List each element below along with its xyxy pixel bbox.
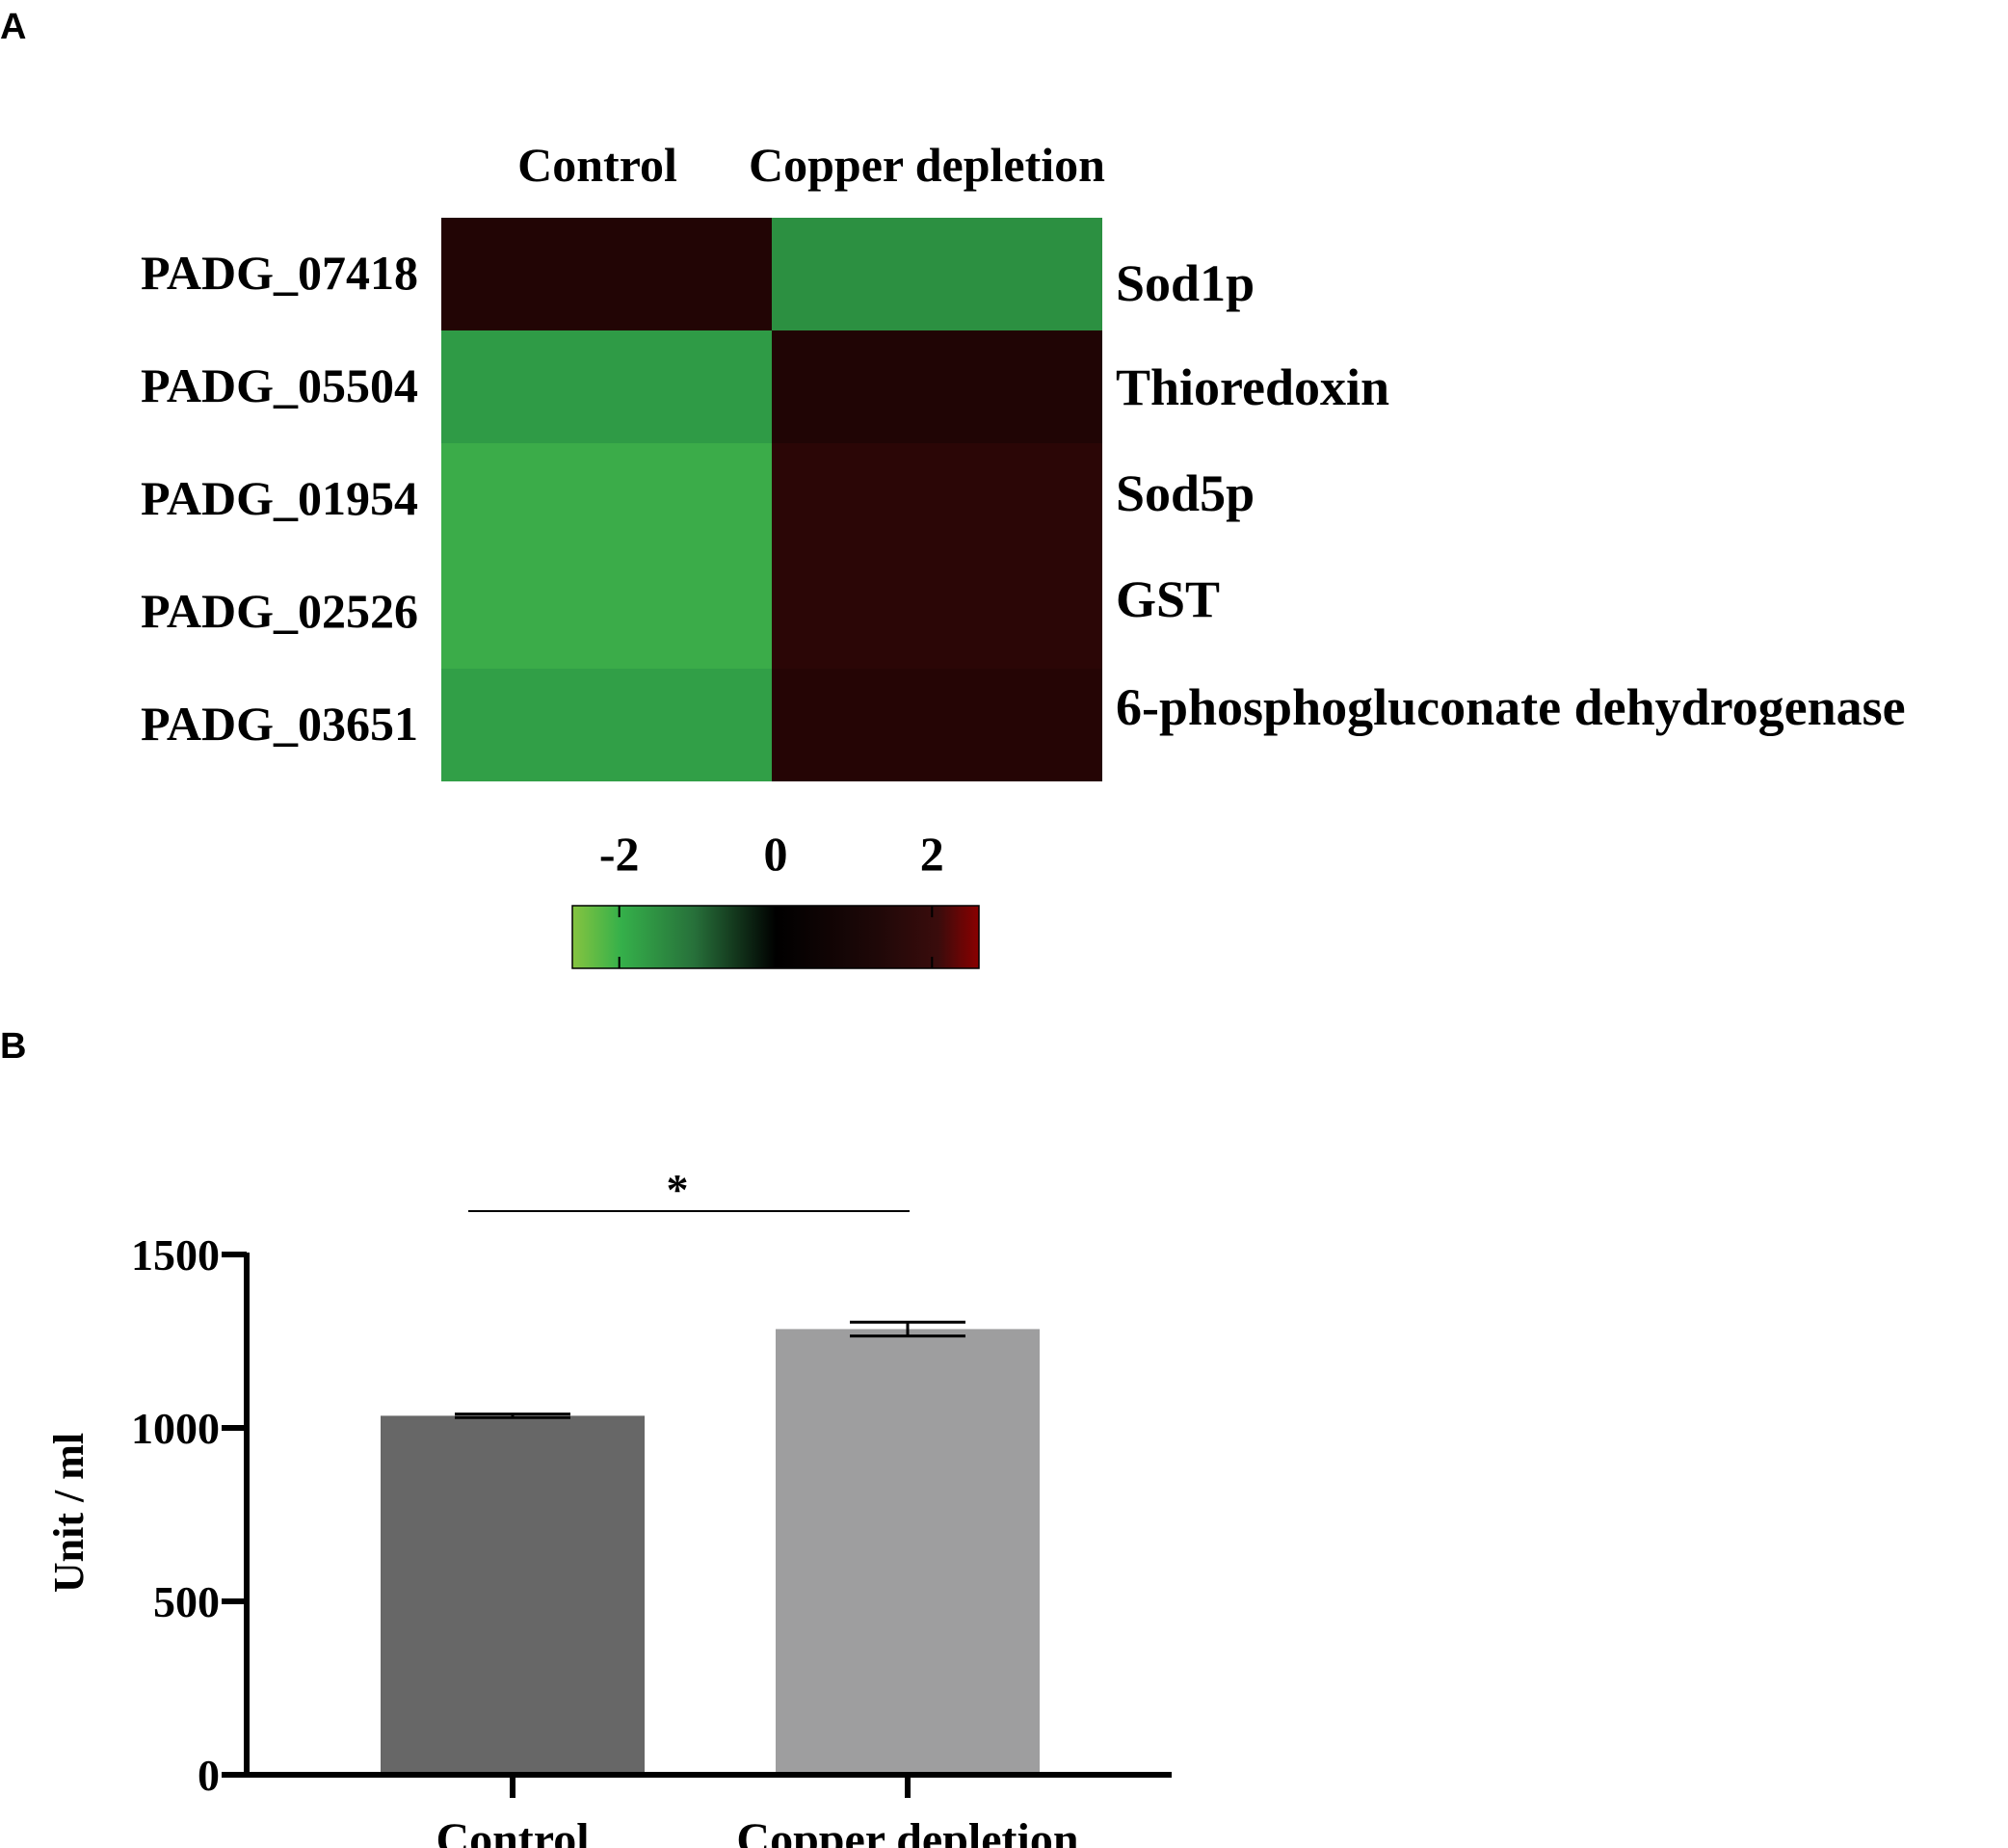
- x-tick-label: Copper depletion: [736, 1814, 1078, 1848]
- panel-label-b: B: [0, 1026, 26, 1067]
- bar-chart: 0 500 1000 1500 Control Copper depletion Uni…: [45, 1165, 1172, 1848]
- heatmap-column-labels: Control Copper depletion: [517, 138, 1105, 192]
- heatmap-row-annotation: 6-phosphogluconate dehydrogenase: [1116, 678, 1906, 736]
- heatmap-cell: [441, 330, 772, 443]
- color-scale-tick-label: -2: [599, 827, 640, 881]
- heatmap-column-label: Control: [517, 138, 677, 192]
- color-scale-tick-label: 2: [920, 827, 944, 881]
- heatmap-cells: [441, 218, 1102, 781]
- significance-star: *: [667, 1165, 689, 1214]
- bar: [776, 1329, 1040, 1775]
- x-tick-label: Control: [436, 1814, 589, 1848]
- heatmap-row-annotations: Sod1p Thioredoxin Sod5p GST 6-phosphoglucona…: [1116, 254, 1906, 736]
- bars: [381, 1329, 1040, 1775]
- panel-label-a: A: [0, 7, 26, 47]
- heatmap-cell: [772, 556, 1102, 669]
- color-scale-tick-label: 0: [764, 827, 788, 881]
- heatmap-row-label: PADG_02526: [141, 584, 418, 638]
- y-tick-label: 500: [153, 1577, 220, 1626]
- y-axis-label: Unit / ml: [45, 1433, 92, 1593]
- bar: [381, 1415, 645, 1775]
- heatmap-cell: [772, 218, 1102, 330]
- heatmap-row-label: PADG_03651: [141, 697, 418, 751]
- axes: [244, 1253, 1172, 1778]
- heatmap: Control Copper depletion PADG_07418PADG_0…: [141, 138, 1906, 781]
- error-bars: [455, 1320, 965, 1419]
- significance-marker: *: [468, 1165, 910, 1214]
- heatmap-row-label: PADG_07418: [141, 246, 418, 300]
- heatmap-row-annotation: GST: [1116, 570, 1220, 628]
- heatmap-row-labels: PADG_07418 PADG_05504 PADG_01954 PADG_02526…: [141, 246, 418, 751]
- heatmap-cell: [441, 669, 772, 781]
- heatmap-cell: [772, 330, 1102, 443]
- color-scale-ticks: -2 0 2: [599, 827, 944, 968]
- y-tick-label: 1000: [131, 1404, 220, 1453]
- heatmap-cell: [441, 443, 772, 556]
- color-scale: -2 0 2: [571, 827, 980, 969]
- heatmap-row-label: PADG_01954: [141, 471, 418, 525]
- heatmap-row-annotation: Thioredoxin: [1116, 358, 1389, 416]
- x-axis-ticks: Control Copper depletion: [436, 1775, 1079, 1848]
- heatmap-cell: [441, 556, 772, 669]
- heatmap-cell: [772, 669, 1102, 781]
- heatmap-row-annotation: Sod5p: [1116, 464, 1255, 522]
- heatmap-column-label: Copper depletion: [749, 138, 1105, 192]
- y-tick-label: 1500: [131, 1230, 220, 1280]
- heatmap-row-label: PADG_05504: [141, 358, 418, 412]
- heatmap-cell: [441, 218, 772, 330]
- y-axis-ticks: 0 500 1000 1500: [131, 1230, 247, 1800]
- heatmap-cell: [772, 443, 1102, 556]
- y-tick-label: 0: [198, 1751, 220, 1800]
- heatmap-row-annotation: Sod1p: [1116, 254, 1255, 312]
